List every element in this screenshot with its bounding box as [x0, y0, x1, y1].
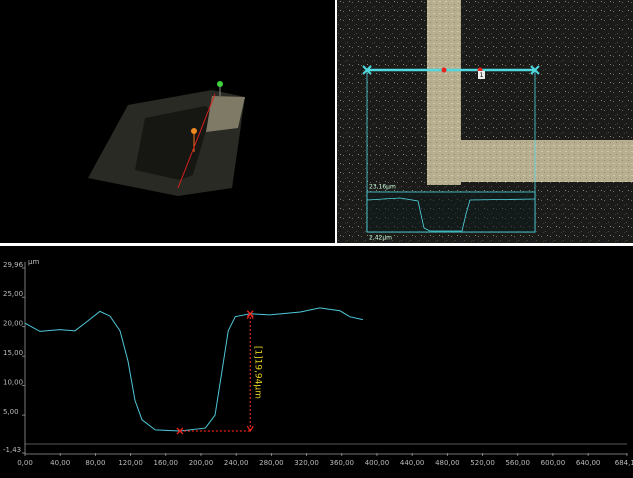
y-tick-label: 20,00 [3, 320, 23, 328]
x-tick-label: 120,00 [118, 459, 143, 467]
measure-label: [1]19,94µm [253, 346, 263, 399]
x-tick-label: 684,19 [615, 459, 633, 467]
x-tick-label: 520,00 [470, 459, 495, 467]
profile-box [367, 192, 535, 232]
x-tick-label: 240,00 [224, 459, 249, 467]
app-window: 1 23,16µm 2,42µm µm -1,435,0010,0015,002… [0, 0, 633, 478]
x-tick-label: 160,00 [154, 459, 179, 467]
profile-chart: µm -1,43 5,00 10,00 15,00 20,00 25,00 29,96 0,0… [0, 246, 633, 478]
y-tick-label: 29,96 [3, 261, 24, 269]
scan-marker [442, 68, 447, 73]
x-tick-label: 600,00 [541, 459, 566, 467]
y-unit: µm [28, 258, 39, 266]
3d-view[interactable] [0, 0, 335, 243]
x-tick-label: 200,00 [189, 459, 214, 467]
y-tick-label: 10,00 [3, 379, 23, 387]
image-view[interactable]: 1 23,16µm 2,42µm [337, 0, 633, 243]
divider [335, 0, 337, 246]
x-tick-label: 640,00 [576, 459, 601, 467]
chart-panel [0, 246, 633, 478]
marker-label: 1 [480, 72, 484, 79]
x-tick-label: 0,00 [17, 459, 33, 467]
profile-top-label: 23,16µm [369, 184, 396, 191]
x-tick-label: 360,00 [330, 459, 355, 467]
y-tick-label: -1,43 [3, 446, 21, 454]
x-tick-label: 80,00 [85, 459, 105, 467]
y-tick-label: 15,00 [3, 349, 23, 357]
x-tick-label: 480,00 [435, 459, 460, 467]
x-tick-label: 280,00 [259, 459, 284, 467]
x-tick-label: 320,00 [294, 459, 319, 467]
trace-horizontal [427, 140, 633, 182]
y-tick-label: 5,00 [3, 408, 19, 416]
x-tick-label: 560,00 [505, 459, 530, 467]
divider [0, 243, 633, 246]
3d-marker [217, 81, 223, 87]
3d-marker [191, 128, 197, 134]
y-tick-label: 25,00 [3, 290, 23, 298]
x-tick-label: 40,00 [50, 459, 70, 467]
x-tick-label: 400,00 [365, 459, 390, 467]
profile-bottom-label: 2,42µm [369, 235, 392, 242]
x-tick-label: 440,00 [400, 459, 425, 467]
